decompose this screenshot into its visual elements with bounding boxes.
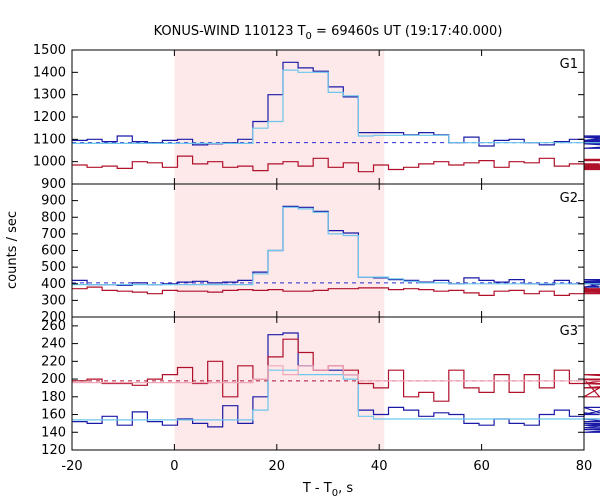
series-blue-line <box>72 332 600 433</box>
y-tick-label: 200 <box>41 372 66 387</box>
y-tick-label: 600 <box>41 244 66 259</box>
y-tick-label: 1200 <box>33 110 66 125</box>
y-tick-label: 800 <box>41 210 66 225</box>
y-tick-label: 1500 <box>33 43 66 58</box>
y-tick-label: 1400 <box>33 65 66 80</box>
x-tick-label: -20 <box>61 459 82 474</box>
y-tick-label: 500 <box>41 260 66 275</box>
y-tick-label: 200 <box>41 310 66 325</box>
y-tick-label: 180 <box>41 390 66 405</box>
panel-label: G3 <box>560 324 578 339</box>
x-axis-label: T - T0, s <box>302 481 353 499</box>
series-cyan-line <box>72 69 600 144</box>
x-tick-label: 60 <box>473 459 490 474</box>
y-tick-label: 120 <box>41 443 66 458</box>
x-tick-label: 0 <box>170 459 178 474</box>
x-tick-label: 20 <box>269 459 286 474</box>
series-red-line <box>72 155 600 173</box>
y-tick-label: 260 <box>41 319 66 334</box>
x-tick-label: 80 <box>576 459 593 474</box>
series-red-line <box>72 338 600 402</box>
y-tick-label: 300 <box>41 293 66 308</box>
chart-title: KONUS-WIND 110123 T0 = 69460s UT (19:17:… <box>154 24 503 42</box>
panel-frame <box>71 316 585 451</box>
y-tick-label: 900 <box>41 194 66 209</box>
plot-area: 900100011001200130014001500G120030040050… <box>33 43 600 474</box>
y-tick-label: 700 <box>41 227 66 242</box>
y-tick-label: 400 <box>41 277 66 292</box>
y-tick-label: 160 <box>41 408 66 423</box>
y-tick-label: 1000 <box>33 155 66 170</box>
y-tick-label: 1100 <box>33 132 66 147</box>
y-axis-label: counts / sec <box>5 211 20 289</box>
y-tick-label: 220 <box>41 354 66 369</box>
panel-g1: 900 1000 1100 1200 1300 1400 1500 G1 <box>33 43 600 192</box>
series-red-line <box>72 286 600 296</box>
x-tick-label: 40 <box>371 459 388 474</box>
y-tick-label: 900 <box>41 177 66 192</box>
y-tick-label: 140 <box>41 425 66 440</box>
series-pink-line <box>72 365 600 384</box>
panel-label: G1 <box>560 57 578 72</box>
y-tick-label: 240 <box>41 337 66 352</box>
panel-g3: 120 140 160 180 200 220 240 260 G3 <box>41 316 600 458</box>
series-cyan-line <box>72 206 600 286</box>
y-tick-label: 1300 <box>33 88 66 103</box>
panel-label: G2 <box>560 191 578 206</box>
